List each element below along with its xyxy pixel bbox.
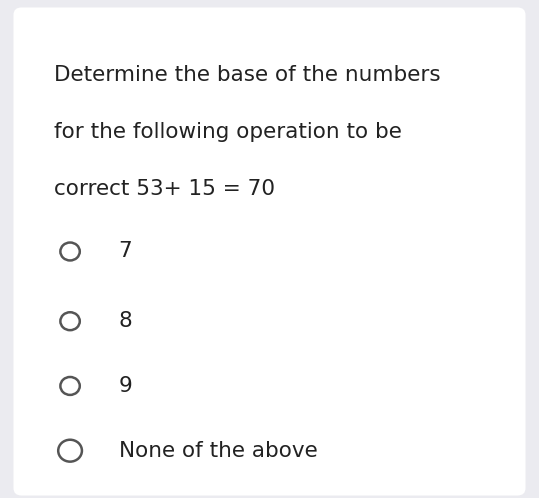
Text: Determine the base of the numbers: Determine the base of the numbers xyxy=(54,65,440,85)
Text: None of the above: None of the above xyxy=(119,441,317,461)
Text: 8: 8 xyxy=(119,311,133,331)
Text: correct 53+ 15 = 70: correct 53+ 15 = 70 xyxy=(54,179,275,199)
Text: for the following operation to be: for the following operation to be xyxy=(54,122,402,142)
Text: 7: 7 xyxy=(119,242,133,261)
Text: 9: 9 xyxy=(119,376,133,396)
FancyBboxPatch shape xyxy=(13,7,526,496)
